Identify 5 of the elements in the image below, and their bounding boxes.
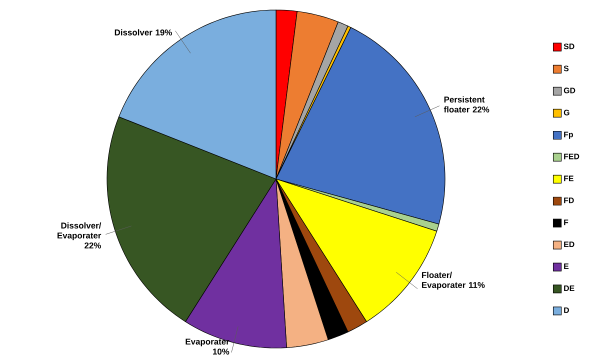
data-label: Floater/ Evaporater 11% (422, 272, 485, 290)
data-label: Dissolver/ Evaporater 22% (58, 222, 102, 248)
data-label: Evaporater 10% (186, 338, 230, 355)
data-label: Persistent floater 22% (444, 96, 490, 112)
data-label: Dissolver 19% (114, 29, 172, 36)
